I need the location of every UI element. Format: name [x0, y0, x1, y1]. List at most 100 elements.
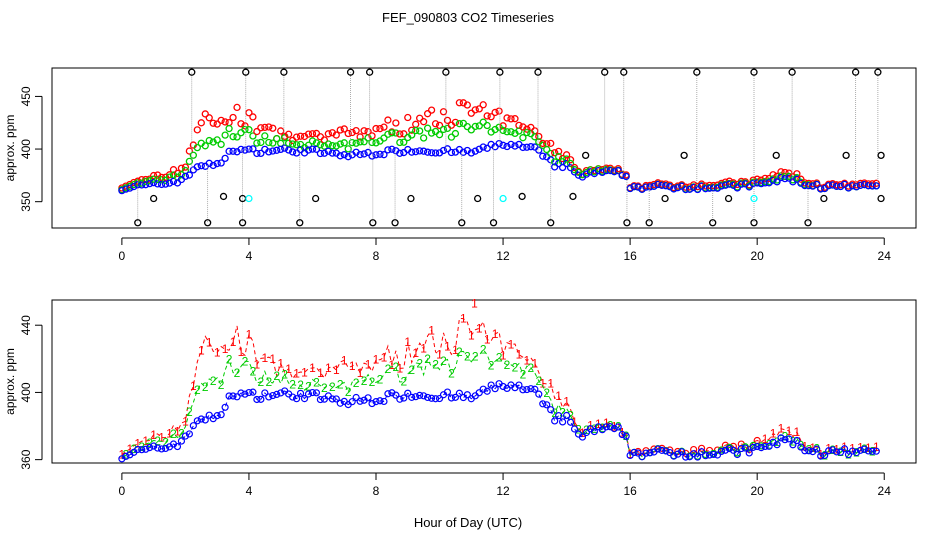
- series-marker: 2: [408, 363, 415, 377]
- data-point: [658, 446, 666, 454]
- data-point: [153, 175, 162, 184]
- data-point: [181, 432, 190, 440]
- data-point: [872, 179, 880, 187]
- data-point: [249, 132, 257, 140]
- x-tick-label: 12: [496, 484, 510, 498]
- data-point: [574, 171, 583, 179]
- data-point: [523, 125, 531, 133]
- series-marker: 2: [329, 380, 336, 394]
- data-point: [459, 148, 468, 156]
- data-point: [427, 394, 436, 402]
- series-marker: 2: [393, 360, 400, 374]
- data-point: [253, 395, 261, 404]
- data-point: [877, 194, 885, 203]
- x-tick-label: 24: [878, 249, 892, 263]
- series-marker: 2: [520, 367, 527, 381]
- data-point: [842, 151, 850, 160]
- data-point: [467, 126, 475, 134]
- data-point: [146, 179, 154, 188]
- series-marker: 2: [154, 434, 161, 448]
- data-point: [364, 134, 372, 142]
- series-marker: 1: [762, 432, 769, 446]
- data-points: [118, 99, 880, 195]
- data-point: [336, 152, 344, 160]
- data-point: [523, 128, 531, 137]
- data-point: [590, 427, 598, 436]
- data-point: [312, 145, 321, 153]
- data-point: [237, 120, 245, 128]
- data-point: [181, 172, 190, 181]
- data-point: [304, 390, 313, 398]
- data-point: [650, 182, 658, 191]
- data-point: [654, 445, 662, 453]
- data-point: [237, 389, 245, 397]
- data-point: [471, 147, 479, 155]
- data-point: [225, 147, 233, 155]
- data-point: [292, 133, 301, 141]
- data-point: [638, 453, 646, 461]
- series-marker: 2: [805, 442, 812, 456]
- data-point: [733, 184, 741, 192]
- data-point: [277, 145, 285, 154]
- series-marker: 2: [305, 379, 312, 393]
- data-point: [535, 132, 543, 141]
- data-point: [225, 392, 233, 400]
- data-point: [392, 391, 400, 399]
- data-point: [566, 418, 575, 426]
- data-point: [356, 150, 364, 159]
- data-point: [785, 435, 793, 443]
- data-point: [233, 393, 241, 401]
- data-point: [193, 143, 201, 152]
- data-point: [157, 180, 166, 189]
- series-line: [121, 348, 877, 458]
- data-point: [384, 146, 392, 154]
- data-point: [725, 180, 734, 188]
- y-axis-label: approx. ppm: [3, 348, 17, 415]
- series-marker: 2: [345, 385, 352, 399]
- data-point: [257, 395, 265, 403]
- data-point: [479, 118, 487, 126]
- data-point: [487, 113, 495, 121]
- data-point: [365, 68, 374, 76]
- data-point: [213, 136, 221, 144]
- data-point: [431, 395, 440, 403]
- series-marker: 1: [484, 333, 491, 347]
- data-point: [185, 157, 194, 166]
- data-point: [491, 108, 499, 117]
- series-marker: 1: [778, 422, 785, 436]
- data-point: [705, 451, 714, 459]
- series-marker: 2: [250, 365, 257, 379]
- y-tick-label: 400: [19, 139, 33, 159]
- data-point: [475, 389, 483, 397]
- series-marker: 2: [353, 376, 360, 390]
- data-point: [203, 219, 212, 227]
- data-point: [189, 151, 198, 159]
- data-point: [269, 391, 277, 400]
- data-point: [495, 139, 503, 148]
- x-tick-label: 4: [246, 484, 253, 498]
- data-point: [348, 128, 356, 137]
- data-point: [586, 168, 595, 176]
- data-point: [265, 123, 273, 131]
- data-point: [463, 391, 471, 399]
- data-point: [877, 151, 885, 160]
- data-point: [840, 445, 849, 453]
- data-point: [725, 444, 733, 453]
- data-point: [554, 147, 563, 156]
- series-line: [121, 317, 877, 456]
- data-point: [753, 442, 761, 451]
- data-point: [217, 140, 225, 149]
- data-point: [372, 151, 380, 159]
- data-point: [161, 444, 170, 453]
- data-point: [554, 159, 563, 168]
- data-point: [253, 139, 261, 147]
- series-marker: 1: [349, 359, 356, 373]
- data-point: [336, 140, 344, 148]
- data-point: [773, 441, 781, 449]
- series-marker: 1: [500, 348, 507, 362]
- data-point: [265, 138, 273, 147]
- data-point: [419, 147, 428, 155]
- data-point: [269, 139, 277, 147]
- data-point: [241, 125, 249, 134]
- series-marker: 2: [448, 366, 455, 380]
